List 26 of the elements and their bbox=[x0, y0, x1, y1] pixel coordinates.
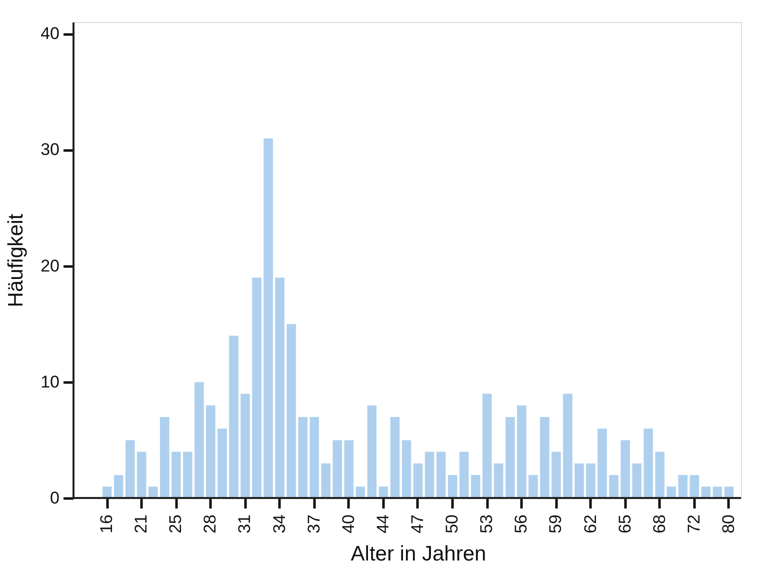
x-tick-label: 62 bbox=[580, 514, 600, 534]
x-tick-label: 40 bbox=[338, 514, 358, 534]
x-tick-label: 28 bbox=[200, 514, 220, 534]
y-tick-label: 30 bbox=[40, 140, 60, 160]
x-tick-label: 59 bbox=[546, 514, 566, 534]
x-tick-label: 53 bbox=[477, 514, 496, 534]
y-axis-title: Häufigkeit bbox=[4, 214, 28, 308]
x-tick-label: 80 bbox=[718, 514, 738, 534]
x-tick-label: 21 bbox=[132, 514, 151, 534]
x-tick-label: 56 bbox=[512, 514, 531, 534]
x-tick-label: 65 bbox=[615, 514, 634, 534]
y-tick-label: 40 bbox=[40, 24, 60, 44]
x-tick-label: 16 bbox=[97, 514, 116, 534]
x-tick-label: 37 bbox=[304, 514, 324, 534]
x-tick-label: 25 bbox=[166, 514, 186, 534]
x-axis-title: Alter in Jahren bbox=[350, 542, 486, 566]
y-tick-label: 10 bbox=[40, 372, 60, 392]
x-tick-label: 68 bbox=[650, 514, 669, 534]
x-tick-label: 31 bbox=[235, 514, 254, 534]
x-tick-label: 44 bbox=[373, 514, 392, 534]
y-tick-label: 0 bbox=[50, 488, 60, 508]
x-tick-label: 72 bbox=[684, 514, 704, 534]
x-tick-label: 47 bbox=[408, 514, 427, 534]
x-tick-label: 50 bbox=[442, 514, 462, 534]
x-tick-label: 34 bbox=[270, 514, 289, 534]
y-tick-label: 20 bbox=[40, 256, 60, 276]
